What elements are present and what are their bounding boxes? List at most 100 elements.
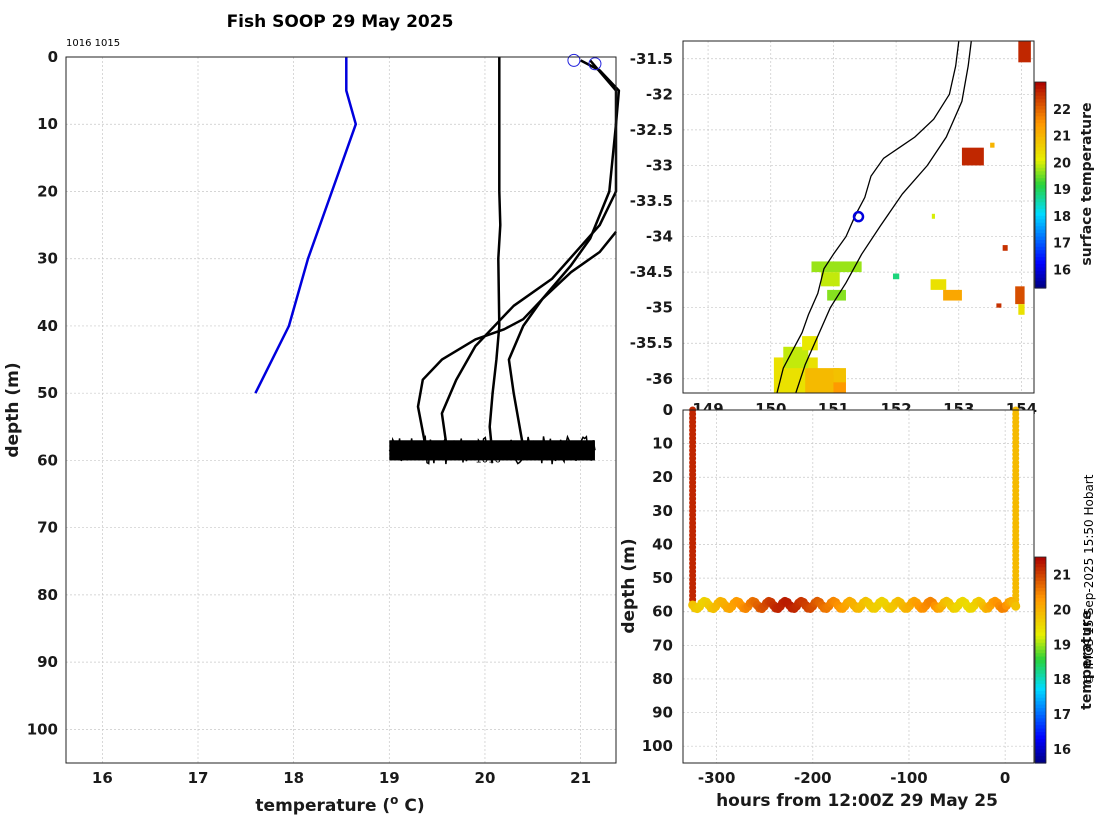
colorbar-swatch [1035, 281, 1046, 286]
colorbar-tick-label: 18 [1053, 210, 1071, 225]
map-lat-ticks: -31.5 -32 -32.5 -33 -33.5 -34 -34.5 -35 -35.5 -36 [630, 50, 673, 388]
colorbar-swatch [1035, 601, 1046, 606]
colorbar-swatch [1035, 126, 1046, 131]
colorbar-swatch [1035, 215, 1046, 220]
colorbar-swatch [1035, 123, 1046, 128]
colorbar-swatch [1035, 701, 1046, 706]
colorbar-swatch [1035, 639, 1046, 644]
colorbar-swatch [1035, 257, 1046, 262]
colorbar-swatch [1035, 88, 1046, 93]
lat-tick-label: -32.5 [630, 121, 673, 139]
x-label-unit: C) [398, 796, 424, 816]
lat-tick-label: -33.5 [630, 192, 673, 210]
colorbar-swatch [1035, 684, 1046, 689]
temperature-colorbar: 16 17 18 19 20 21 [1034, 556, 1071, 764]
x-tick-label: 21 [570, 769, 591, 787]
y-tick-label: 20 [652, 468, 673, 486]
colorbar-swatch [1035, 195, 1046, 200]
colorbar-tick-label: 17 [1053, 708, 1071, 723]
colorbar-swatch [1035, 660, 1046, 665]
colorbar-swatch [1035, 728, 1046, 733]
lat-tick-label: -33 [646, 156, 673, 174]
x-tick-label: -300 [698, 769, 736, 787]
y-tick-label: 10 [652, 435, 673, 453]
colorbar-frame [1034, 81, 1047, 289]
colorbar-swatch [1035, 277, 1046, 282]
profile-panel: Fish SOOP 29 May 2025 1016 1015 16 17 18 19… [3, 12, 621, 816]
colorbar-swatch [1035, 625, 1046, 630]
sst-pixel-patch [827, 289, 846, 301]
colorbar-swatch [1035, 222, 1046, 227]
colorbar-swatch [1035, 704, 1046, 709]
colorbar-swatch [1035, 164, 1046, 169]
colorbar-swatch [1035, 119, 1046, 124]
data-point [1011, 601, 1021, 611]
colorbar-swatch [1035, 140, 1046, 145]
colorbar-swatch [1035, 605, 1046, 610]
colorbar-tick-label: 16 [1053, 743, 1071, 758]
trace-id-annotation: 1016 [475, 454, 500, 465]
map-frame [682, 40, 1035, 394]
colorbar-swatch [1035, 246, 1046, 251]
chart-title: Fish SOOP 29 May 2025 [227, 12, 454, 32]
sst-colorbar-label: surface temperature [1079, 102, 1095, 265]
colorbar-swatch [1035, 745, 1046, 750]
colorbar-swatch [1035, 749, 1046, 754]
colorbar-swatch [1035, 697, 1046, 702]
colorbar-swatch [1035, 202, 1046, 207]
colorbar-swatch [1035, 136, 1046, 141]
colorbar-swatch [1035, 253, 1046, 258]
map-panel: -31.5 -32 -32.5 -33 -33.5 -34 -34.5 -35 -35.5 -36… [630, 40, 1095, 418]
y-tick-label: 90 [652, 704, 673, 722]
time-depth-x-label: hours from 12:00Z 29 May 25 [716, 791, 998, 811]
series-line-profile-1016-up [416, 231, 617, 448]
colorbar-swatch [1035, 102, 1046, 107]
colorbar-swatch [1035, 174, 1046, 179]
profile-x-ticks: 16 17 18 19 20 21 [92, 769, 591, 787]
colorbar-swatch [1035, 735, 1046, 740]
colorbar-swatch [1035, 143, 1046, 148]
colorbar-swatch [1035, 250, 1046, 255]
colorbar-swatch [1035, 587, 1046, 592]
y-tick-label: 30 [37, 250, 58, 268]
colorbar-swatch [1035, 284, 1046, 289]
colorbar-tick-label: 16 [1053, 263, 1071, 278]
colorbar-swatch [1035, 233, 1046, 238]
x-tick-label: 16 [92, 769, 113, 787]
sst-pixel-patch [931, 213, 935, 219]
temperature-colorbar-label: temperature [1079, 610, 1095, 710]
y-tick-label: 50 [37, 384, 58, 402]
sst-pixel-patch [943, 289, 962, 301]
colorbar-swatch [1035, 656, 1046, 661]
colorbar-swatch [1035, 243, 1046, 248]
colorbar-swatch [1035, 150, 1046, 155]
colorbar-swatch [1035, 147, 1046, 152]
profile-y-ticks: 0 10 20 30 40 50 60 70 80 90 100 [27, 48, 58, 738]
profile-ids-annotation: 1016 1015 [66, 38, 120, 49]
y-tick-label: 60 [652, 603, 673, 621]
colorbar-swatch [1035, 95, 1046, 100]
colorbar-swatch [1035, 632, 1046, 637]
colorbar-swatch [1035, 581, 1046, 586]
profile-y-label: depth (m) [3, 362, 23, 457]
ship-position-marker [852, 210, 865, 223]
y-tick-label: 100 [642, 737, 673, 755]
colorbar-swatch [1035, 188, 1046, 193]
y-tick-label: 0 [48, 48, 58, 66]
lat-tick-label: -34 [646, 228, 673, 246]
colorbar-swatch [1035, 618, 1046, 623]
x-tick-label: 17 [188, 769, 209, 787]
colorbar-swatch [1035, 649, 1046, 654]
sst-pixel-patch [1018, 304, 1025, 315]
x-label-superscript: o [390, 793, 398, 807]
colorbar-swatch [1035, 629, 1046, 634]
colorbar-swatch [1035, 687, 1046, 692]
time-depth-frame [682, 409, 1035, 764]
colorbar-swatch [1035, 178, 1046, 183]
lat-tick-label: -32 [646, 85, 673, 103]
sst-pixel-patch [990, 142, 995, 148]
colorbar-swatch [1035, 680, 1046, 685]
colorbar-swatch [1035, 708, 1046, 713]
series-line-climatology [254, 57, 358, 394]
y-tick-label: 20 [37, 182, 58, 200]
